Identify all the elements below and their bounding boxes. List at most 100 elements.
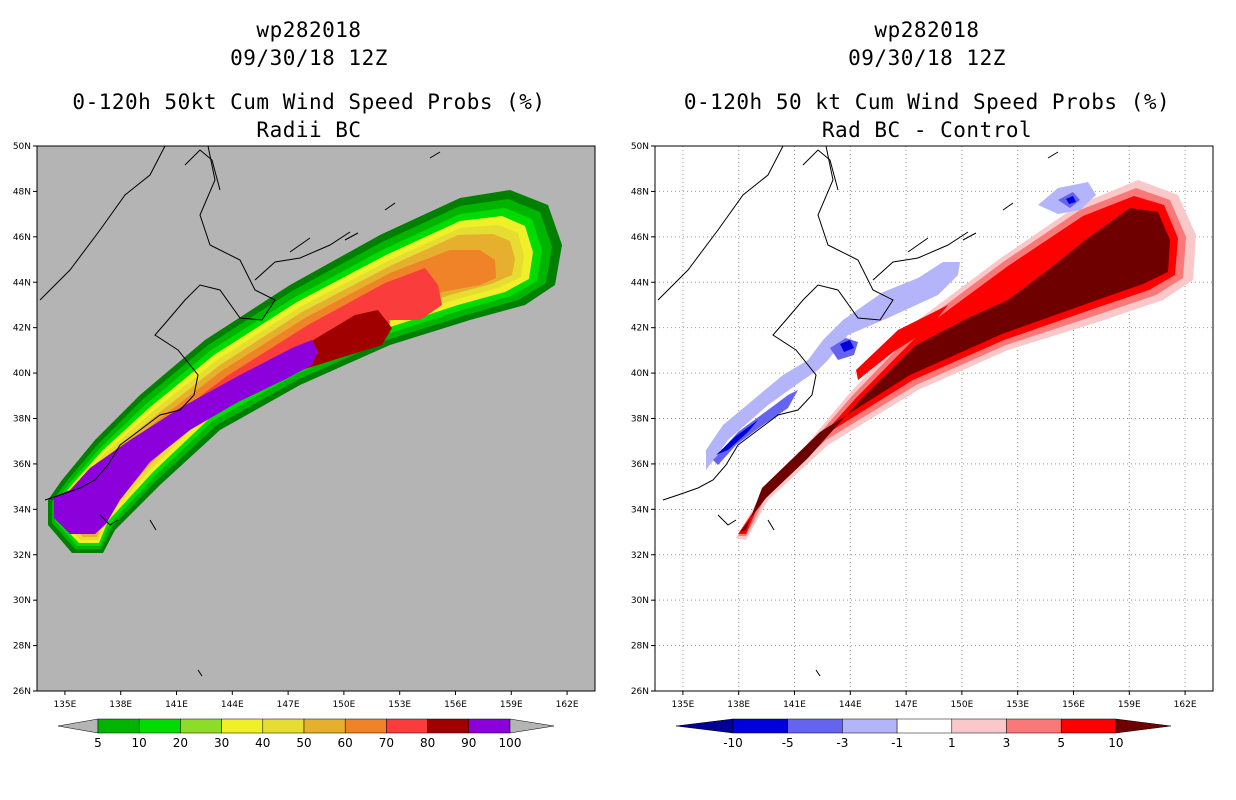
colorbar: 5 10 20 30 40 50 60 70 80 90 100 [57, 718, 555, 750]
storm-id: wp282018 [256, 18, 362, 42]
colorbar-label: 100 [499, 736, 522, 750]
diff-pos-10 [740, 208, 1170, 532]
lon-label: 144E [839, 700, 862, 710]
colorbar-swatch [468, 718, 511, 734]
lon-label: 159E [500, 700, 523, 710]
band-100 [54, 340, 318, 534]
lat-label: 50N [13, 142, 31, 152]
lat-label: 44N [13, 278, 31, 288]
colorbar-label: -1 [891, 736, 903, 750]
lat-label: 42N [631, 324, 649, 334]
colorbar-swatch [896, 718, 953, 734]
map-subtitle: Radii BC [256, 118, 362, 142]
lon-label: 138E [727, 700, 750, 710]
colorbar: -10 -5 -3 -1 1 3 5 10 [675, 718, 1172, 750]
coastlines [39, 146, 441, 677]
lat-label: 32N [13, 551, 31, 561]
colorbar-label: 80 [420, 736, 435, 750]
lat-label: 50N [631, 142, 649, 152]
lat-label: 40N [631, 369, 649, 379]
lon-label: 159E [1118, 700, 1141, 710]
colorbar-swatch [180, 718, 222, 734]
diff-pos-wedge [856, 305, 948, 380]
lon-label: 162E [556, 700, 579, 710]
lat-label: 48N [631, 187, 649, 197]
colorbar-swatch [951, 718, 1007, 734]
lat-label: 44N [631, 278, 649, 288]
lat-label: 26N [631, 687, 649, 697]
colorbar-swatch [427, 718, 470, 734]
diff-neg-1-a [706, 262, 960, 470]
lon-label: 147E [277, 700, 300, 710]
colorbar-swatch [732, 718, 788, 734]
colorbar-swatch [787, 718, 843, 734]
lon-label: 156E [444, 700, 467, 710]
lat-label: 28N [13, 642, 31, 652]
diff-neg-3-a [713, 390, 798, 465]
colorbar-swatch [221, 718, 264, 734]
probability-swath [48, 190, 562, 553]
colorbar-swatch [97, 718, 140, 734]
lon-label: 144E [221, 700, 244, 710]
colorbar-swatch [138, 718, 181, 734]
colorbar-label: 5 [1057, 736, 1065, 750]
axis-labels: 50N 48N 46N 44N 42N 40N 38N 36N 34N 32N 30N 28N 26N 1… [631, 142, 1197, 710]
lat-label: 30N [13, 596, 31, 606]
map-title: 0-120h 50kt Cum Wind Speed Probs (%) [72, 90, 546, 114]
map-title: 0-120h 50 kt Cum Wind Speed Probs (%) [683, 90, 1171, 114]
diff-neg-5-b [840, 340, 854, 352]
colorbar-arrow-left [57, 718, 99, 734]
colorbar-label: -3 [836, 736, 848, 750]
lat-label: 26N [13, 687, 31, 697]
colorbar-label: 1 [948, 736, 956, 750]
colorbar-swatch [842, 718, 898, 734]
colorbar-label: 20 [173, 736, 188, 750]
lon-label: 153E [388, 700, 411, 710]
colorbar-swatch [1006, 718, 1062, 734]
lat-label: 28N [631, 642, 649, 652]
lat-label: 46N [13, 233, 31, 243]
lon-label: 156E [1062, 700, 1085, 710]
colorbar-label: 60 [338, 736, 353, 750]
lon-label: 141E [165, 700, 188, 710]
probability-map: 50N 48N 46N 44N 42N 40N 38N 36N 34N 32N 30N 28N 26N 1… [13, 142, 596, 750]
colorbar-swatch [344, 718, 387, 734]
colorbar-label: -10 [723, 736, 743, 750]
colorbar-label: -5 [782, 736, 794, 750]
diff-neg-5-c [1066, 196, 1076, 204]
diff-neg-5-a [716, 420, 758, 455]
colorbar-label: 40 [255, 736, 270, 750]
lat-label: 42N [13, 324, 31, 334]
colorbar-label: 90 [461, 736, 476, 750]
lat-label: 40N [13, 369, 31, 379]
colorbar-label: 70 [379, 736, 394, 750]
colorbar-label: 30 [214, 736, 229, 750]
lon-label: 162E [1174, 700, 1197, 710]
lat-label: 32N [631, 551, 649, 561]
colorbar-label: 5 [94, 736, 102, 750]
lat-label: 34N [13, 505, 31, 515]
lon-label: 150E [332, 700, 355, 710]
lat-label: 36N [631, 460, 649, 470]
colorbar-label: 50 [296, 736, 311, 750]
lat-label: 48N [13, 187, 31, 197]
datetime: 09/30/18 12Z [848, 46, 1006, 70]
right-panel: wp282018 09/30/18 12Z 0-120h 50 kt Cum W… [618, 0, 1236, 800]
lat-label: 38N [631, 415, 649, 425]
storm-id: wp282018 [874, 18, 980, 42]
colorbar-arrow-right [1115, 718, 1172, 734]
lat-label: 38N [13, 415, 31, 425]
colorbar-arrow-right [509, 718, 555, 734]
lat-label: 34N [631, 505, 649, 515]
lat-label: 46N [631, 233, 649, 243]
difference-map: 50N 48N 46N 44N 42N 40N 38N 36N 34N 32N 30N 28N 26N 1… [631, 142, 1214, 750]
lat-label: 36N [13, 460, 31, 470]
colorbar-label: 10 [132, 736, 147, 750]
datetime: 09/30/18 12Z [230, 46, 388, 70]
axis-labels: 50N 48N 46N 44N 42N 40N 38N 36N 34N 32N 30N 28N 26N 1… [13, 142, 579, 710]
lon-label: 147E [895, 700, 918, 710]
colorbar-swatch [262, 718, 305, 734]
colorbar-swatch [386, 718, 428, 734]
difference-swath [706, 180, 1196, 540]
map-subtitle: Rad BC - Control [821, 118, 1033, 142]
